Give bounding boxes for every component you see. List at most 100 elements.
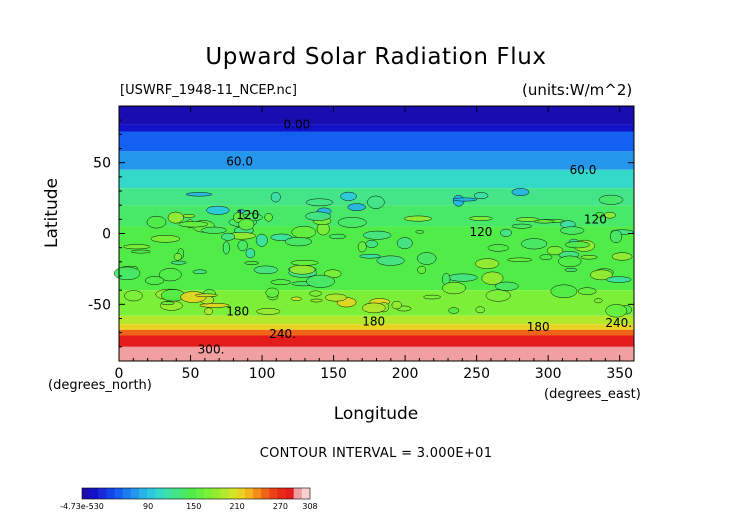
- field-patch: [199, 303, 230, 308]
- field-patch: [270, 279, 291, 286]
- field-patch: [396, 237, 413, 250]
- colorbar-tick-label: 210: [229, 502, 244, 511]
- contour-label-8: 180: [527, 320, 550, 334]
- field-patch: [448, 307, 460, 314]
- x-tick-label: 200: [392, 366, 419, 382]
- y-axis-unit-label: (degrees_north): [48, 378, 152, 393]
- colorbar-tick-label: 270: [273, 502, 288, 511]
- colorbar-swatch: [220, 488, 229, 499]
- x-tick-label: 50: [182, 366, 200, 382]
- field-patch: [511, 223, 533, 229]
- contour-label-7: 180: [362, 314, 385, 328]
- x-axis-unit-label: (degrees_east): [544, 387, 641, 402]
- field-patch: [244, 261, 259, 265]
- field-patch: [609, 229, 623, 243]
- heatmap-band-4: [119, 169, 634, 189]
- field-patch: [475, 306, 485, 314]
- field-patch: [511, 188, 530, 197]
- y-tick-label: 0: [102, 227, 111, 243]
- heatmap-band-0: [119, 106, 634, 125]
- field-patch: [291, 225, 317, 239]
- contour-label-3: 120: [236, 208, 259, 222]
- field-patch: [310, 298, 323, 303]
- field-patch: [180, 291, 207, 303]
- field-patch: [264, 213, 273, 222]
- field-patch: [594, 298, 603, 304]
- field-patch: [391, 300, 402, 310]
- field-patch: [178, 221, 209, 228]
- field-patch: [328, 233, 347, 240]
- field-patch: [124, 290, 143, 302]
- field-patch: [521, 238, 548, 250]
- x-tick-label: 100: [249, 366, 276, 382]
- field-patch: [590, 269, 613, 281]
- colorbar-swatch: [163, 488, 172, 499]
- field-patch: [170, 260, 187, 265]
- field-patch: [290, 296, 302, 301]
- heatmap-band-1: [119, 124, 634, 132]
- field-patch: [359, 253, 381, 259]
- field-patch: [201, 226, 227, 234]
- field-patch: [417, 252, 437, 265]
- field-patch: [550, 284, 578, 299]
- contour-label-0: 0.00: [284, 117, 311, 131]
- field-patch: [337, 217, 367, 228]
- field-patch: [376, 255, 405, 266]
- field-patch: [238, 218, 255, 231]
- field-patch: [481, 271, 504, 285]
- colorbar-swatch: [98, 488, 107, 499]
- field-patch: [559, 226, 585, 235]
- colorbar-swatch: [155, 488, 164, 499]
- field-patch: [347, 203, 366, 212]
- field-patch: [185, 192, 213, 197]
- field-patch: [173, 253, 182, 261]
- field-patch: [564, 267, 578, 272]
- contour-label-6: 180: [226, 304, 249, 318]
- colorbar-swatch: [277, 488, 286, 499]
- field-patch: [442, 281, 466, 295]
- field-patch: [365, 239, 378, 248]
- heatmap-band-10: [119, 324, 634, 330]
- contour-label-11: 300.: [198, 343, 225, 357]
- field-patch: [144, 276, 165, 285]
- field-patch: [500, 228, 513, 237]
- field-patch: [270, 191, 281, 203]
- contour-label-5: 120: [469, 225, 492, 239]
- field-patch: [323, 269, 342, 279]
- field-patch: [595, 211, 605, 218]
- field-patch: [290, 259, 319, 266]
- field-patch: [580, 255, 598, 260]
- field-patch: [256, 308, 281, 315]
- field-patch: [577, 287, 597, 296]
- x-axis-label: Longitude: [333, 404, 419, 424]
- field-patch: [182, 214, 196, 218]
- y-tick-label: -50: [88, 297, 111, 313]
- colorbar-swatch: [204, 488, 213, 499]
- colorbar-swatch: [139, 488, 148, 499]
- field-patch: [507, 257, 533, 262]
- colorbar-swatch: [301, 488, 311, 499]
- colorbar-tick-label: -4.73e-530: [60, 502, 104, 511]
- colorbar-swatch: [293, 488, 303, 499]
- field-patch: [415, 230, 425, 234]
- heatmap-band-3: [119, 151, 634, 170]
- field-patch: [245, 248, 256, 259]
- x-tick-label: 250: [463, 366, 490, 382]
- dataset-filename: [USWRF_1948-11_NCEP.nc]: [120, 83, 297, 98]
- field-patch: [204, 307, 213, 316]
- colorbar-swatch: [228, 488, 238, 499]
- colorbar-swatch: [212, 488, 221, 499]
- x-tick-label: 0: [115, 366, 124, 382]
- field-patch: [306, 274, 335, 288]
- field-patch: [222, 241, 230, 255]
- x-tick-label: 300: [535, 366, 562, 382]
- contour-interval-text: CONTOUR INTERVAL = 3.000E+01: [259, 446, 493, 461]
- field-patch: [150, 235, 181, 243]
- field-patch: [123, 244, 151, 250]
- field-patch: [237, 239, 248, 252]
- colorbar-swatch: [187, 488, 197, 499]
- colorbar-tick-label: 150: [186, 502, 201, 511]
- field-patch: [362, 230, 392, 240]
- contour-label-9: 240.: [269, 327, 296, 341]
